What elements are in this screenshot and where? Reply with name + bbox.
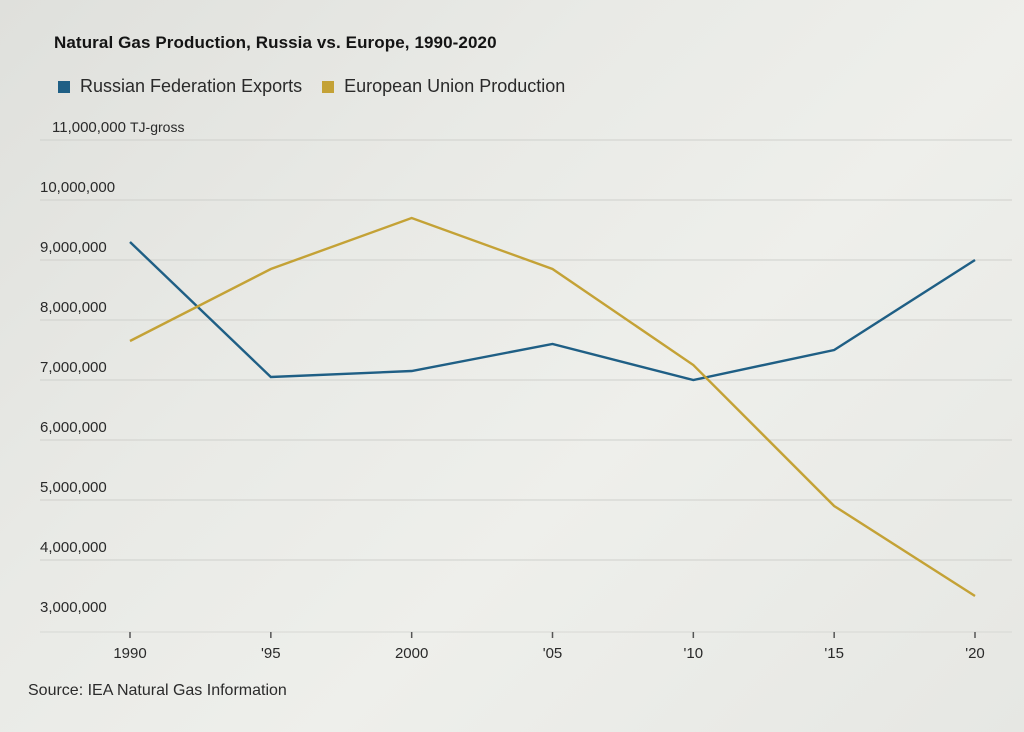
series-line-russia [129, 241, 976, 382]
chart-title: Natural Gas Production, Russia vs. Europ… [54, 33, 497, 52]
y-tick-label: 9,000,000 [40, 239, 107, 256]
legend: Russian Federation Exports European Unio… [58, 76, 585, 97]
legend-swatch-eu [322, 80, 335, 93]
x-tick-label: '15 [824, 645, 844, 662]
y-tick-label: 5,000,000 [40, 479, 107, 496]
source-note: Source: IEA Natural Gas Information [28, 682, 287, 699]
legend-label-eu: European Union Production [344, 76, 566, 96]
y-tick-label: 4,000,000 [40, 539, 107, 556]
y-tick-label: 10,000,000 [40, 179, 115, 196]
y-tick-label: 3,000,000 [40, 599, 107, 616]
legend-item-eu: European Union Production [322, 76, 565, 97]
y-unit-label: TJ-gross [130, 119, 184, 135]
y-tick-label: 6,000,000 [40, 419, 107, 436]
x-tick-label: '05 [543, 645, 563, 662]
y-tick-label: 7,000,000 [40, 359, 107, 376]
legend-swatch-russia [58, 80, 70, 93]
x-tick-label: '10 [684, 645, 704, 662]
y-tick-label: 11,000,000 [52, 119, 126, 136]
series-line-eu [129, 216, 976, 598]
x-tick-label: '20 [965, 645, 985, 662]
x-tick-label: 1990 [113, 645, 146, 662]
legend-label-russia: Russian Federation Exports [80, 76, 303, 96]
y-tick-label: 8,000,000 [40, 299, 107, 316]
x-tick-label: '95 [261, 645, 281, 662]
legend-item-russia: Russian Federation Exports [58, 76, 302, 97]
x-tick-label: 2000 [395, 645, 428, 662]
